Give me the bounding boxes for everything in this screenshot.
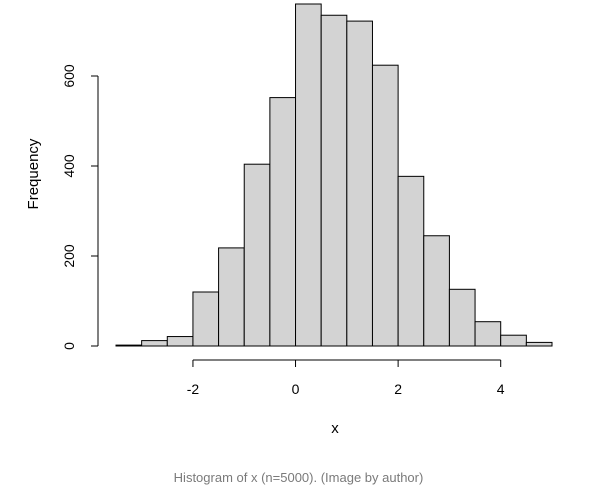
y-tick-label: 400 (61, 154, 77, 178)
histogram-bar (474, 321, 502, 347)
histogram-bar (115, 344, 143, 347)
histogram-bar (166, 336, 194, 347)
y-axis: 0 200 400 600 (61, 64, 99, 350)
histogram-bar (525, 341, 553, 347)
histogram-bar (192, 291, 220, 347)
y-tick-label: 200 (61, 244, 77, 268)
histogram-bar (371, 64, 399, 347)
y-axis-title: Frequency (25, 138, 42, 209)
histogram-bar (448, 288, 476, 347)
histogram-bar (218, 247, 245, 347)
x-axis: -2 0 2 4 (187, 359, 505, 397)
histogram-bar (346, 20, 373, 347)
histogram-bar (295, 3, 322, 347)
histogram-bar (141, 340, 168, 347)
histogram-bar (243, 163, 271, 347)
histogram-chart: 0 200 400 600 -2 0 2 4 Frequency x (25, 3, 553, 437)
histogram-bar (397, 175, 425, 347)
y-tick-label: 600 (61, 64, 77, 88)
x-tick-label: 2 (394, 381, 402, 397)
histogram-bar (500, 334, 527, 347)
y-tick-label: 0 (61, 342, 77, 350)
x-tick-label: -2 (187, 381, 200, 397)
x-axis-title: x (331, 420, 339, 437)
x-tick-label: 4 (497, 381, 505, 397)
x-tick-label: 0 (292, 381, 300, 397)
histogram-bars (115, 3, 553, 347)
histogram-bar (320, 14, 348, 347)
histogram-bar (423, 235, 450, 347)
figure-caption: Histogram of x (n=5000). (Image by autho… (173, 470, 424, 485)
histogram-bar (269, 97, 297, 347)
